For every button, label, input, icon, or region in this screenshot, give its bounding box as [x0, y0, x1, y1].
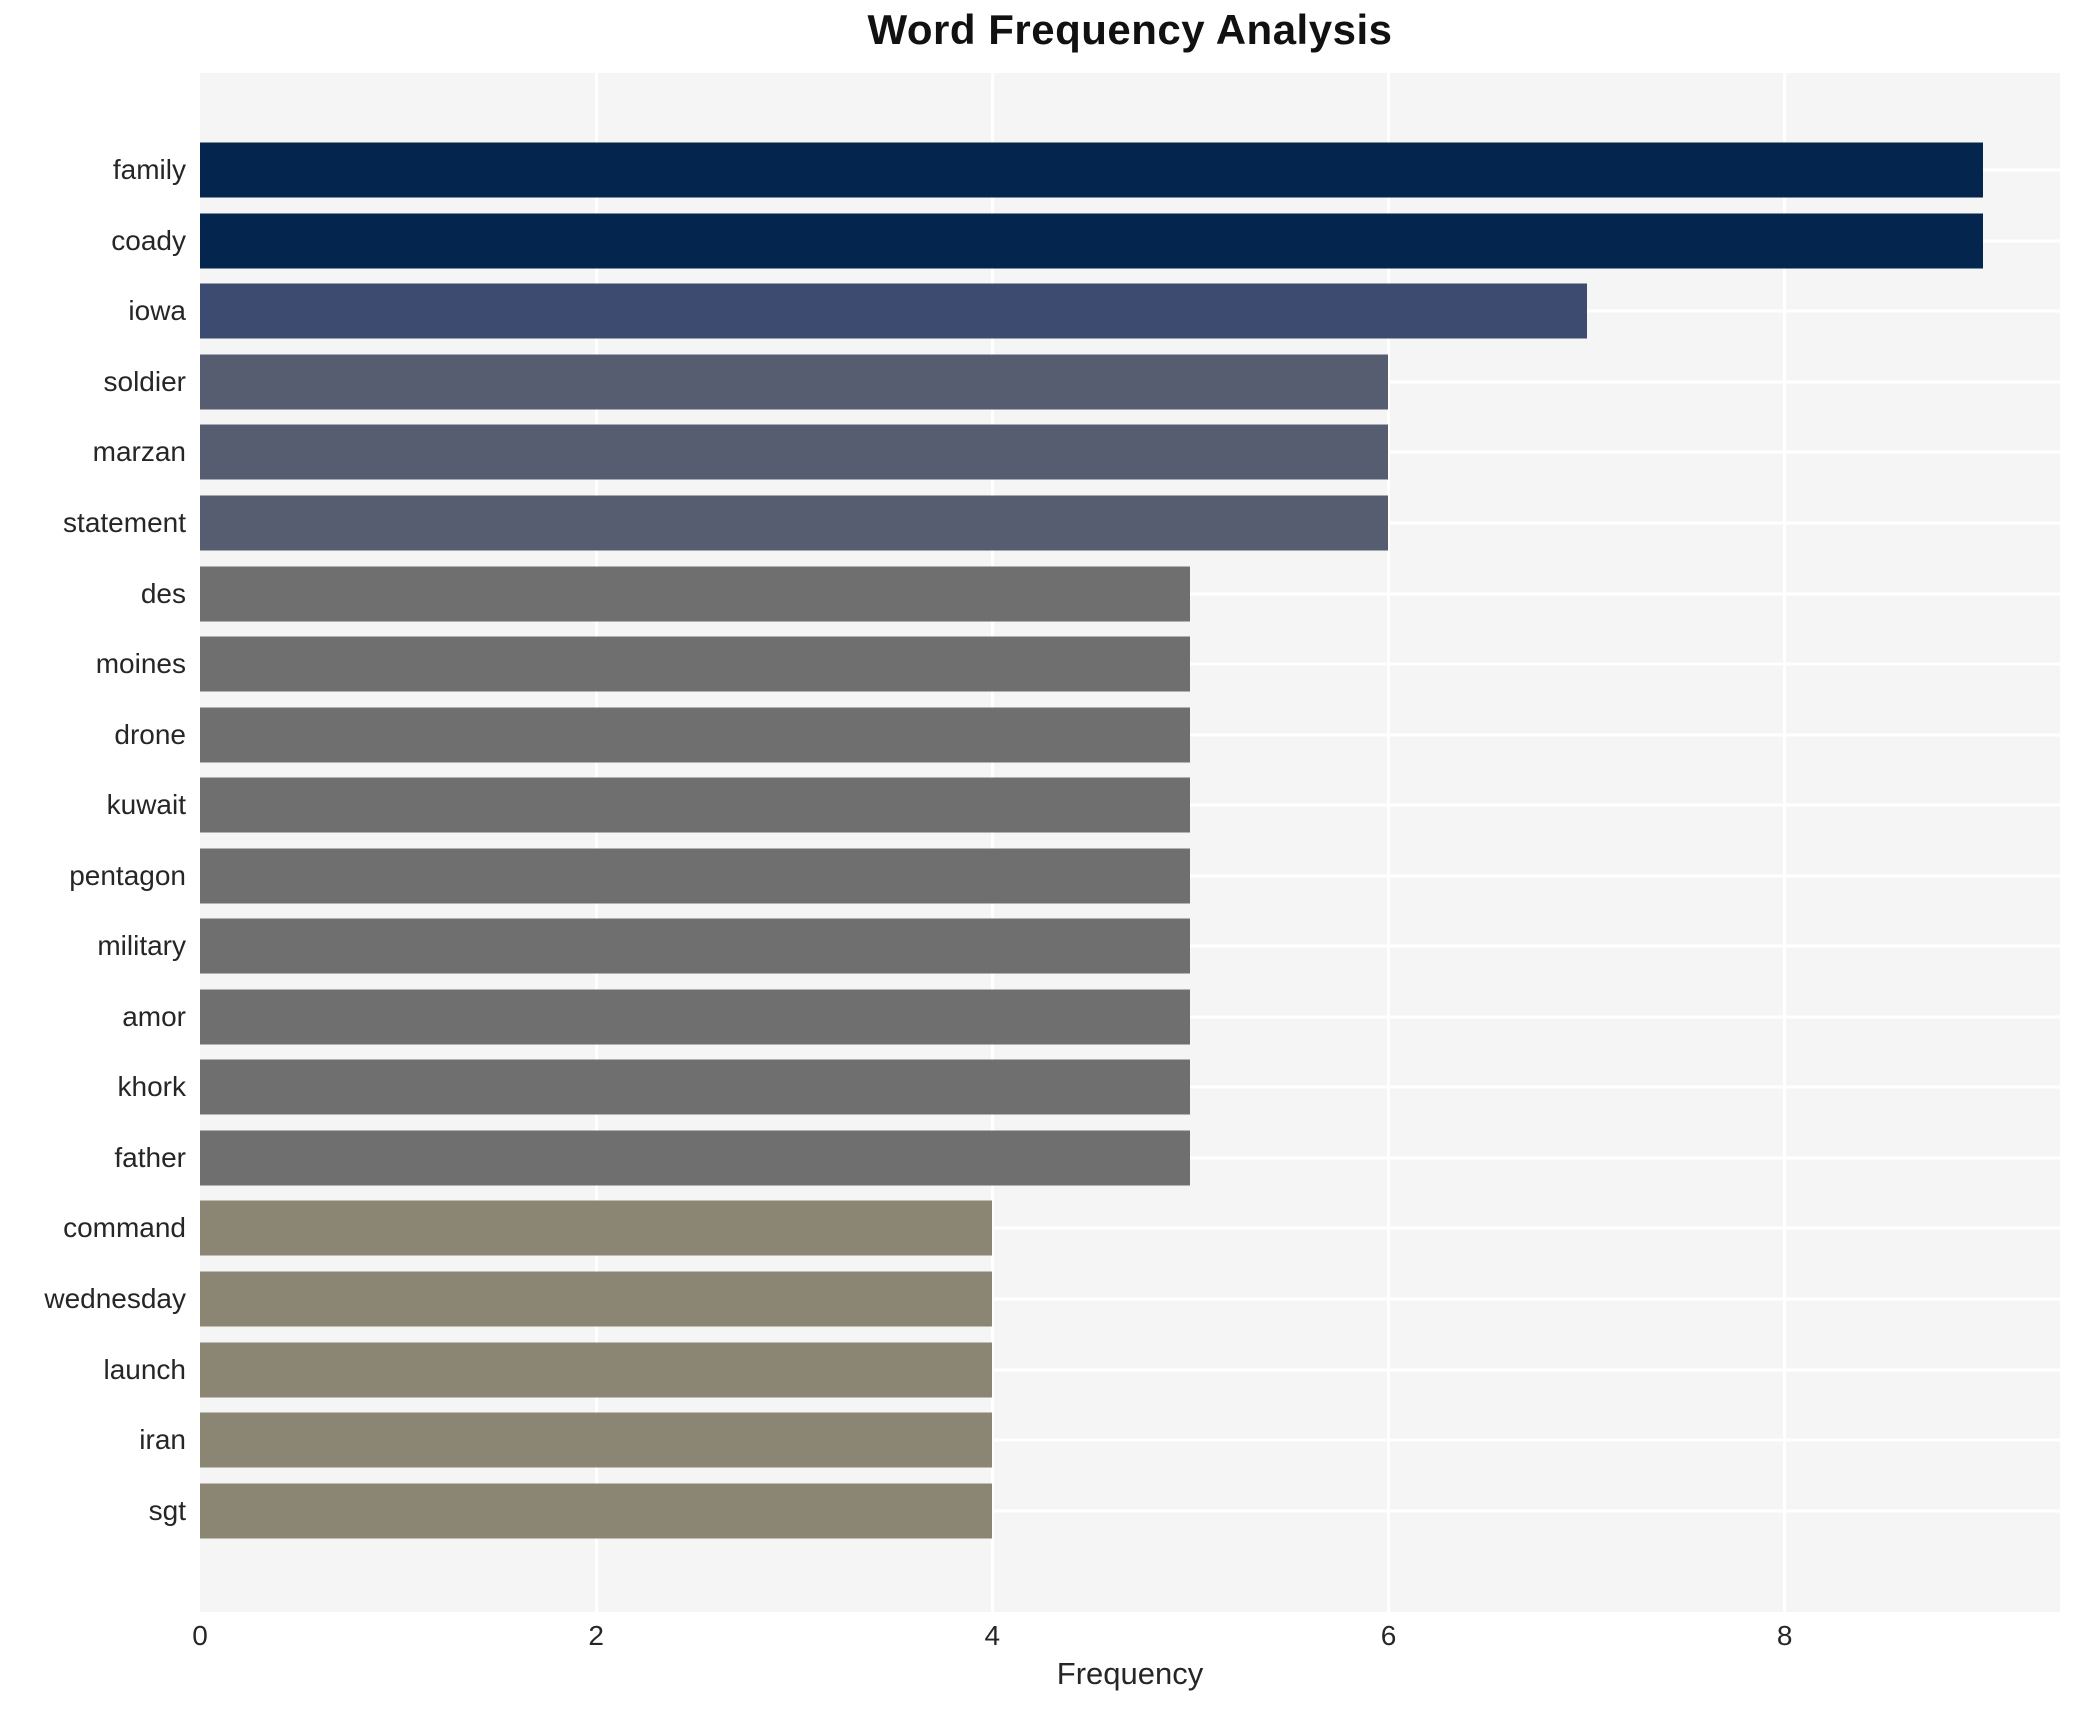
- x-tick-label: 6: [1380, 1620, 1397, 1651]
- bar-pentagon: [200, 848, 1191, 904]
- bar-sgt: [200, 1483, 993, 1539]
- bar-father: [200, 1130, 1191, 1186]
- gridline-vertical: [990, 73, 994, 1612]
- category-label-father: father: [114, 1141, 186, 1173]
- x-tick-label: 8: [1776, 1620, 1793, 1651]
- gridline-vertical: [1783, 73, 1787, 1612]
- category-label-amor: amor: [122, 1000, 186, 1032]
- bar-row: moines: [96, 629, 2060, 700]
- bar-row: iowa: [128, 276, 2060, 347]
- bar-launch: [200, 1342, 993, 1398]
- bar-row: sgt: [149, 1475, 2060, 1546]
- gridline-horizontal: [200, 1509, 2060, 1513]
- category-label-pentagon: pentagon: [69, 859, 186, 891]
- bar-row: iran: [139, 1405, 2060, 1476]
- bar-row: coady: [111, 206, 2060, 277]
- bar-soldier: [200, 354, 1389, 410]
- category-label-military: military: [97, 930, 186, 962]
- bar-wednesday: [200, 1271, 993, 1327]
- plot-area: family coady iowa soldier marzan statement des…: [44, 73, 2060, 1612]
- bar-iowa: [200, 283, 1587, 339]
- x-tick-label: 0: [192, 1620, 208, 1651]
- bar-drone: [200, 707, 1191, 763]
- bar-command: [200, 1200, 993, 1256]
- category-label-drone: drone: [114, 718, 186, 750]
- x-tick-label: 4: [984, 1620, 1001, 1651]
- chart-title: Word Frequency Analysis: [867, 6, 1393, 53]
- bar-row: father: [114, 1123, 2060, 1194]
- category-label-command: command: [63, 1212, 186, 1244]
- category-label-sgt: sgt: [148, 1494, 186, 1526]
- category-label-coady: coady: [111, 224, 186, 256]
- category-label-wednesday: wednesday: [44, 1283, 186, 1315]
- gridline-horizontal: [200, 1438, 2060, 1442]
- category-label-khork: khork: [117, 1071, 186, 1103]
- category-label-iran: iran: [139, 1424, 186, 1456]
- bar-row: launch: [103, 1334, 2060, 1405]
- bar-row: pentagon: [69, 840, 2060, 911]
- bar-row: khork: [118, 1052, 2060, 1123]
- bar-moines: [200, 636, 1191, 692]
- category-label-launch: launch: [103, 1353, 186, 1385]
- gridline-horizontal: [200, 1226, 2060, 1230]
- bar-iran: [200, 1412, 993, 1468]
- bar-row: statement: [63, 488, 2060, 559]
- gridline-vertical: [1386, 73, 1390, 1612]
- bar-row: soldier: [104, 347, 2060, 418]
- category-label-kuwait: kuwait: [106, 789, 186, 821]
- bar-row: command: [63, 1193, 2060, 1264]
- category-label-iowa: iowa: [128, 295, 186, 327]
- bar-row: drone: [114, 699, 2060, 770]
- category-label-statement: statement: [63, 507, 186, 538]
- category-label-des: des: [140, 577, 186, 609]
- bar-kuwait: [200, 777, 1191, 833]
- gridline-horizontal: [200, 1368, 2060, 1372]
- bar-des: [200, 566, 1191, 622]
- bar-row: military: [97, 911, 2060, 982]
- x-tick-label: 2: [588, 1620, 604, 1651]
- category-label-moines: moines: [95, 648, 186, 680]
- bar-row: des: [141, 558, 2060, 629]
- category-label-soldier: soldier: [103, 365, 186, 397]
- bar-coady: [200, 213, 1983, 269]
- bar-amor: [200, 989, 1191, 1045]
- bar-row: family: [113, 135, 2060, 206]
- bar-khork: [200, 1059, 1191, 1115]
- category-label-family: family: [112, 154, 186, 186]
- gridline-vertical: [594, 73, 598, 1612]
- bar-row: wednesday: [44, 1264, 2060, 1335]
- bar-row: marzan: [93, 417, 2060, 488]
- bar-row: amor: [122, 982, 2060, 1053]
- category-label-marzan: marzan: [92, 436, 186, 468]
- x-axis-label: Frequency: [1056, 1656, 1204, 1691]
- gridline-horizontal: [200, 1297, 2060, 1301]
- bar-rows: family coady iowa soldier marzan statement des…: [44, 73, 2060, 1612]
- bar-family: [200, 142, 1983, 198]
- bar-marzan: [200, 424, 1389, 480]
- bar-row: kuwait: [107, 770, 2060, 841]
- bar-military: [200, 918, 1191, 974]
- bar-statement: [200, 495, 1389, 551]
